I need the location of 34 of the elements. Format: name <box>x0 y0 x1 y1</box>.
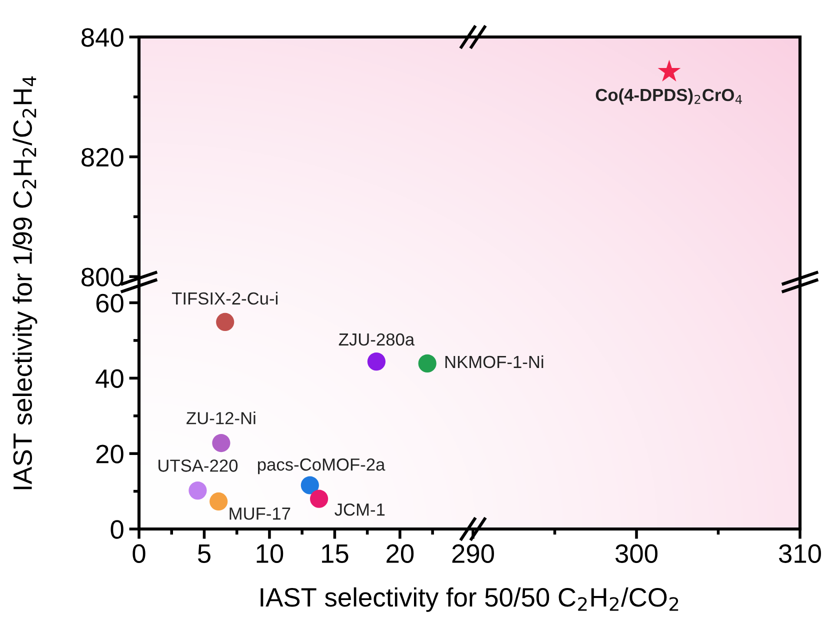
y-tick-label: 820 <box>82 148 124 167</box>
x-axis-title: IAST selectivity for 50/50 C$_{2}$H$_{2}$/CO$_{2}$ <box>260 587 678 612</box>
y-tick-label: 20 <box>96 444 124 464</box>
point <box>212 434 230 452</box>
y-tick-label: 60 <box>96 294 124 313</box>
y-tick-label: 800 <box>82 268 124 286</box>
x-tick-label: 0 <box>132 544 146 563</box>
series-label: NKMOF-1-Ni <box>445 355 544 368</box>
series-label: MUF-17 <box>230 508 290 520</box>
y-axis-title: IAST selectivity for 1/99 C$_{2}$H$_{2}$/C$_{2}$H$_{4}$ <box>12 76 38 490</box>
x-tick-label: 15 <box>322 544 348 563</box>
point <box>367 352 386 371</box>
point <box>300 476 319 494</box>
y-tick-label: 40 <box>96 369 124 388</box>
x-tick-label: 10 <box>256 544 284 563</box>
point <box>210 492 228 511</box>
point <box>216 312 234 332</box>
point <box>310 490 328 508</box>
series-label: ZJU-280a <box>338 333 415 346</box>
series-label: ZU-12-Ni <box>186 412 256 424</box>
x-tick-label: 310 <box>778 544 821 563</box>
x-tick-label: 20 <box>386 544 414 563</box>
series-label: TIFSIX-2-Cu-i <box>172 292 278 305</box>
y-tick-label: 840 <box>82 28 124 47</box>
x-tick-label: 300 <box>615 544 658 563</box>
x-tick-label: 290 <box>452 544 494 563</box>
y-tick-label: 0 <box>110 520 124 539</box>
series-label: UTSA-220 <box>158 460 238 472</box>
point <box>188 481 207 500</box>
point <box>418 354 436 373</box>
series-label: pacs-CoMOF-2a <box>258 458 386 474</box>
x-tick-label: 5 <box>198 544 210 563</box>
series-label: JCM-1 <box>334 503 385 516</box>
series-label: Co(4-DPDS)$_{2}$CrO$_{4}$ <box>596 88 742 105</box>
